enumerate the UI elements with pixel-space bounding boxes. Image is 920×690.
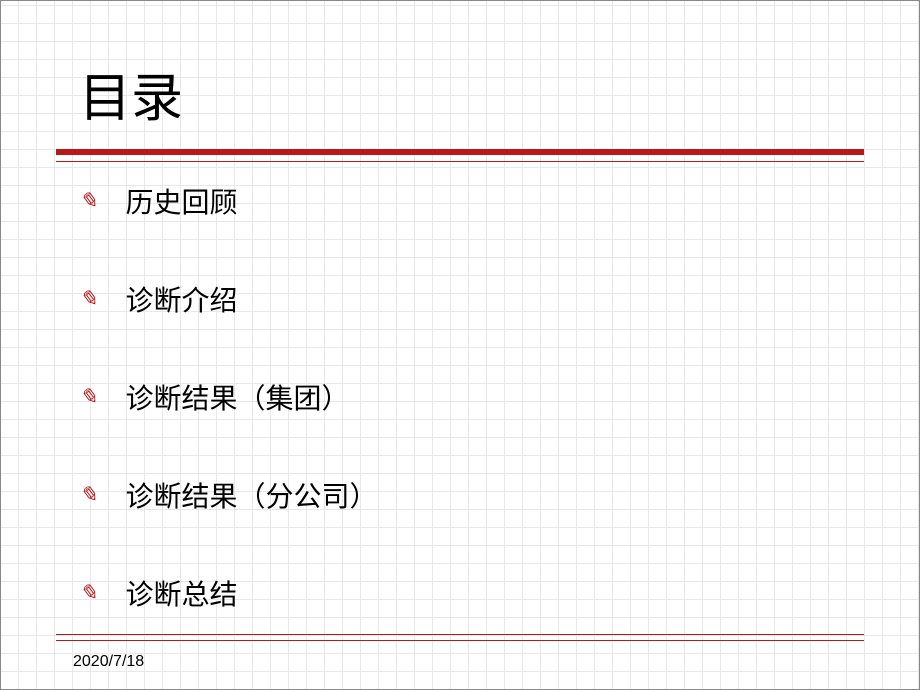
footer-divider [56, 640, 864, 641]
list-item-label: 历史回顾 [125, 181, 237, 221]
title-divider [56, 149, 864, 155]
list-item-label: 诊断结果（集团） [125, 377, 349, 417]
pencil-icon: ✎ [79, 580, 97, 606]
list-item: ✎ 诊断介绍 [79, 279, 864, 319]
pencil-icon: ✎ [79, 482, 97, 508]
pencil-icon: ✎ [79, 188, 97, 214]
list-item: ✎ 诊断总结 [79, 573, 864, 613]
slide-date: 2020/7/18 [73, 653, 144, 671]
list-item-label: 诊断总结 [125, 573, 237, 613]
list-item-label: 诊断结果（分公司） [125, 475, 377, 515]
list-item-label: 诊断介绍 [125, 279, 237, 319]
pencil-icon: ✎ [79, 384, 97, 410]
list-item: ✎ 诊断结果（分公司） [79, 475, 864, 515]
toc-list: ✎ 历史回顾 ✎ 诊断介绍 ✎ 诊断结果（集团） ✎ 诊断结果（分公司） ✎ 诊… [79, 181, 864, 671]
pencil-icon: ✎ [79, 286, 97, 312]
list-item: ✎ 历史回顾 [79, 181, 864, 221]
list-item: ✎ 诊断结果（集团） [79, 377, 864, 417]
slide-title: 目录 [79, 56, 183, 131]
